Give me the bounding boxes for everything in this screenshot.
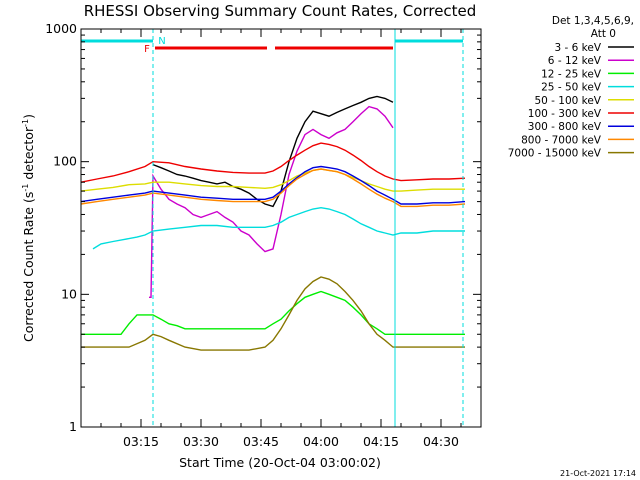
flags-layer: FN	[80, 29, 464, 427]
x-tick-label-5: 04:30	[423, 434, 459, 449]
legend-label-0: 3 - 6 keV	[554, 42, 601, 54]
series-line-6	[80, 165, 466, 205]
chart-title: RHESSI Observing Summary Count Rates, Co…	[84, 2, 477, 20]
plot-area: FN 03:15 03:30 03:45 04:00 04:15 04:30 1 10 100 1…	[45, 21, 482, 449]
series-line-0	[152, 95, 394, 208]
legend-label-7: 800 - 7000 keV	[521, 134, 602, 146]
footer-timestamp: 21-Oct-2021 17:14	[560, 469, 636, 478]
legend-label-4: 50 - 100 keV	[534, 95, 601, 107]
flare-flag-label: F	[144, 44, 150, 55]
y-axis-label: Corrected Count Rate (s-1 detector-1)	[21, 114, 36, 342]
y-tick-label-3: 1000	[45, 21, 77, 36]
legend-label-3: 25 - 50 keV	[541, 82, 602, 94]
legend-header-line-1: Det 1,3,4,5,6,9,	[552, 15, 634, 27]
series-line-1	[149, 105, 394, 298]
y-tick-label-2: 100	[53, 154, 77, 169]
x-tick-label-2: 03:45	[243, 434, 279, 449]
x-tick-label-3: 04:00	[303, 434, 339, 449]
series-line-2	[81, 290, 465, 335]
x-tick-label-1: 03:30	[183, 434, 219, 449]
night-flag-label: N	[158, 36, 165, 47]
axes-layer: 03:15 03:30 03:45 04:00 04:15 04:30 1 10 100 1000	[45, 21, 481, 449]
legend-label-2: 12 - 25 keV	[541, 68, 602, 80]
x-tick-label-4: 04:15	[363, 434, 399, 449]
y-tick-label-0: 1	[69, 419, 77, 434]
y-tick-label-1: 10	[61, 286, 77, 301]
x-axis-label: Start Time (20-Oct-04 03:00:02)	[179, 455, 381, 470]
x-tick-label-0: 03:15	[123, 434, 159, 449]
series-line-7	[80, 168, 466, 208]
plot-frame	[80, 28, 482, 428]
series-line-3	[92, 206, 465, 250]
series-line-5	[80, 142, 466, 183]
legend-label-6: 300 - 800 keV	[528, 121, 602, 133]
legend-label-5: 100 - 300 keV	[528, 108, 602, 120]
legend-label-8: 7000 - 15000 keV	[508, 148, 602, 160]
series-line-8	[81, 276, 465, 351]
legend-label-1: 6 - 12 keV	[548, 55, 602, 67]
legend-header-line-2: Att 0	[591, 28, 616, 40]
series-layer	[80, 95, 466, 351]
